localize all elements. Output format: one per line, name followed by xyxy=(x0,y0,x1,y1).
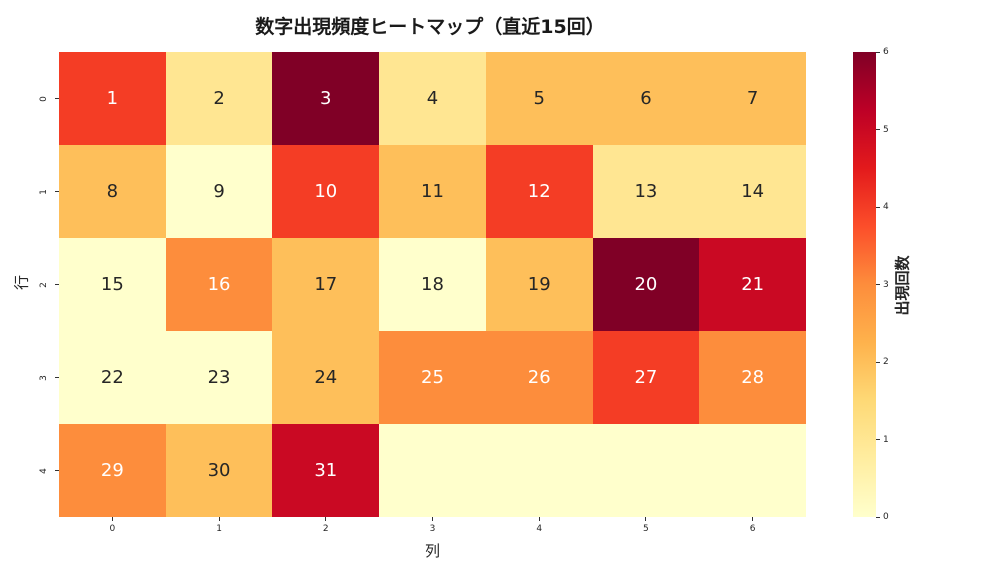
heatmap-cell: 2 xyxy=(165,52,273,145)
heatmap-cell: 6 xyxy=(592,52,700,145)
heatmap-cell: 27 xyxy=(592,331,700,424)
colorbar-tick: 2 xyxy=(876,356,889,368)
heatmap-cell: 17 xyxy=(272,238,380,331)
y-tick: 0 xyxy=(38,92,59,106)
heatmap-cell xyxy=(592,424,700,517)
heatmap-cell: 16 xyxy=(165,238,273,331)
heatmap-cell: 1 xyxy=(59,52,166,145)
heatmap-cell: 30 xyxy=(165,424,273,517)
heatmap-cell: 11 xyxy=(379,145,486,238)
heatmap-cell: 18 xyxy=(379,238,486,331)
heatmap-cell: 14 xyxy=(699,145,806,238)
y-tick: 3 xyxy=(38,371,59,385)
x-tick: 6 xyxy=(743,517,763,534)
heatmap-cell: 9 xyxy=(165,145,273,238)
heatmap-cell: 12 xyxy=(485,145,593,238)
heatmap-grid: 1 2 3 4 5 6 7 8 9 10 11 12 13 14 15 16 17 18 19 20 21 22 23 24 2… xyxy=(59,52,806,517)
colorbar-tick: 5 xyxy=(876,124,889,136)
heatmap-cell: 3 xyxy=(272,52,380,145)
heatmap-cell: 29 xyxy=(59,424,166,517)
heatmap-cell xyxy=(379,424,486,517)
colorbar-tick: 4 xyxy=(876,201,889,213)
colorbar-label: 出現回数 xyxy=(893,255,912,316)
heatmap-cell: 8 xyxy=(59,145,166,238)
heatmap-cell: 15 xyxy=(59,238,166,331)
heatmap-cell: 7 xyxy=(699,52,806,145)
heatmap-cell: 20 xyxy=(592,238,700,331)
colorbar-tick: 3 xyxy=(876,279,889,291)
heatmap-cell xyxy=(699,424,806,517)
heatmap-cell: 4 xyxy=(379,52,486,145)
x-tick: 1 xyxy=(209,517,229,534)
colorbar-tick: 6 xyxy=(876,46,889,58)
heatmap-cell: 26 xyxy=(485,331,593,424)
heatmap-cell: 5 xyxy=(485,52,593,145)
y-axis-label: 行 xyxy=(12,275,31,291)
colorbar xyxy=(853,52,876,517)
colorbar-tick: 1 xyxy=(876,434,889,446)
x-tick: 0 xyxy=(102,517,122,534)
x-tick: 5 xyxy=(636,517,656,534)
x-tick: 2 xyxy=(316,517,336,534)
heatmap-cell: 25 xyxy=(379,331,486,424)
heatmap-cell: 31 xyxy=(272,424,380,517)
heatmap-cell: 13 xyxy=(592,145,700,238)
chart-title: 数字出現頻度ヒートマップ（直近15回） xyxy=(255,16,605,38)
x-tick: 4 xyxy=(529,517,549,534)
x-tick: 3 xyxy=(423,517,443,534)
heatmap-cell: 21 xyxy=(699,238,806,331)
heatmap-cell: 24 xyxy=(272,331,380,424)
x-axis-label: 列 xyxy=(424,542,440,560)
heatmap-cell: 22 xyxy=(59,331,166,424)
heatmap-cell: 23 xyxy=(165,331,273,424)
y-tick: 1 xyxy=(38,185,59,199)
heatmap-cell: 28 xyxy=(699,331,806,424)
y-tick: 4 xyxy=(38,464,59,478)
heatmap-cell xyxy=(485,424,593,517)
colorbar-tick: 0 xyxy=(876,511,889,523)
y-tick: 2 xyxy=(38,278,59,292)
heatmap-cell: 10 xyxy=(272,145,380,238)
heatmap-cell: 19 xyxy=(485,238,593,331)
